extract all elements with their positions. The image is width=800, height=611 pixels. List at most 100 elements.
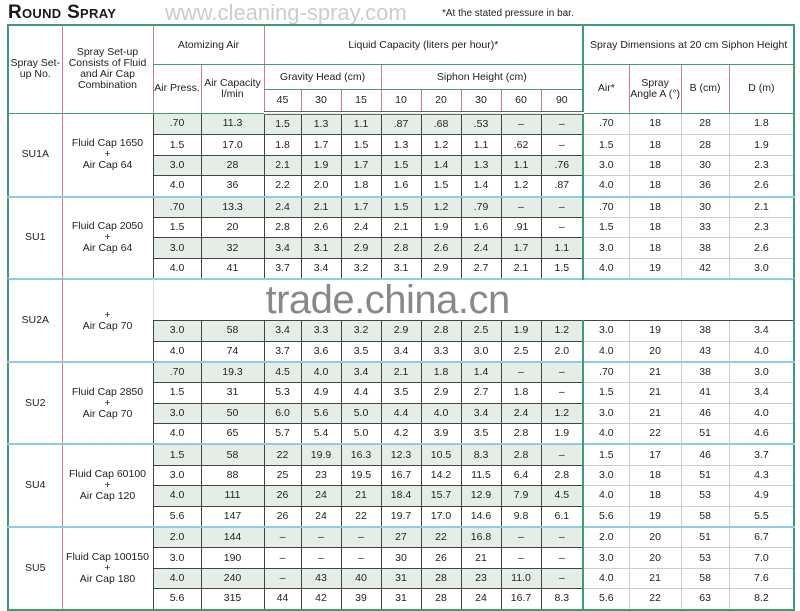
combination-line: + bbox=[104, 148, 111, 161]
data-cell: 3.7 bbox=[263, 341, 301, 363]
data-cell: – bbox=[300, 526, 341, 549]
data-cell: 1.4 bbox=[460, 175, 501, 198]
data-cell: 1.5 bbox=[582, 217, 630, 239]
data-cell: 4.0 bbox=[582, 341, 630, 363]
data-cell: 38 bbox=[680, 320, 730, 342]
data-cell: 4.0 bbox=[152, 175, 201, 198]
data-cell: 3.5 bbox=[340, 341, 381, 363]
header-setup-no: Spray Set-up No. bbox=[8, 25, 62, 114]
data-cell: 1.9 bbox=[540, 423, 584, 445]
data-cell: 4.0 bbox=[582, 568, 630, 590]
data-cell: 5.6 bbox=[582, 506, 630, 528]
data-cell: .70 bbox=[152, 195, 201, 218]
data-cell: 1.5 bbox=[152, 382, 201, 404]
data-cell: 6.0 bbox=[263, 403, 301, 425]
data-cell: 4.0 bbox=[152, 341, 201, 363]
data-cell: 26 bbox=[420, 547, 461, 569]
data-cell: 3.2 bbox=[340, 320, 381, 342]
data-cell: 3.0 bbox=[582, 547, 630, 569]
data-cell: 1.2 bbox=[500, 175, 541, 198]
data-cell: 4.0 bbox=[728, 341, 795, 363]
data-cell: 22 bbox=[340, 506, 381, 528]
data-cell: 20 bbox=[628, 341, 682, 363]
data-cell: 3.4 bbox=[263, 320, 301, 342]
data-cell: 1.7 bbox=[340, 195, 381, 218]
data-cell: .70 bbox=[582, 195, 630, 218]
page-title: Round Spray bbox=[8, 2, 117, 23]
data-cell: 5.3 bbox=[263, 382, 301, 404]
data-cell: 18 bbox=[628, 113, 682, 136]
data-cell: 18 bbox=[628, 465, 682, 487]
data-cell: 18.4 bbox=[380, 485, 421, 507]
data-cell: – bbox=[540, 382, 584, 404]
data-cell: 1.8 bbox=[340, 175, 381, 198]
data-cell: 1.5 bbox=[582, 134, 630, 156]
data-cell: 1.5 bbox=[582, 443, 630, 466]
data-cell: 1.5 bbox=[582, 382, 630, 404]
data-cell: 1.9 bbox=[420, 217, 461, 239]
data-cell: .91 bbox=[500, 217, 541, 239]
data-cell: 2.0 bbox=[582, 526, 630, 549]
data-cell: 6.1 bbox=[540, 506, 584, 528]
combination-line: Air Cap 64 bbox=[82, 159, 133, 172]
data-cell: 1.8 bbox=[500, 382, 541, 404]
data-cell: .53 bbox=[460, 113, 501, 136]
data-cell: 53 bbox=[680, 547, 730, 569]
data-cell: 17.0 bbox=[420, 506, 461, 528]
data-cell: 3.0 bbox=[582, 320, 630, 342]
data-cell: 51 bbox=[680, 423, 730, 445]
combination-line: Air Cap 70 bbox=[82, 407, 133, 420]
data-cell: 20 bbox=[200, 217, 264, 239]
data-cell: 2.9 bbox=[420, 382, 461, 404]
data-cell: 4.0 bbox=[152, 258, 201, 280]
data-cell: 4.0 bbox=[582, 258, 630, 280]
data-cell: 2.0 bbox=[152, 526, 201, 549]
data-cell: 3.7 bbox=[728, 443, 795, 466]
data-cell: 3.4 bbox=[340, 360, 381, 384]
data-cell: 18 bbox=[628, 134, 682, 156]
data-cell: 21 bbox=[628, 403, 682, 425]
data-cell: 41 bbox=[680, 382, 730, 404]
data-cell: 26 bbox=[263, 506, 301, 528]
header-gravity-15: 15 bbox=[340, 89, 381, 115]
data-cell: 5.5 bbox=[728, 506, 795, 528]
data-cell: – bbox=[540, 526, 584, 549]
data-cell: 2.4 bbox=[500, 403, 541, 425]
table-row: 3.0 28 2.1 1.9 1.7 1.5 1.4 1.3 1.1.76 3.0 18 30 2.3 bbox=[8, 155, 795, 177]
data-cell: 2.5 bbox=[500, 341, 541, 363]
data-cell: 3.4 bbox=[460, 403, 501, 425]
data-cell: 23 bbox=[460, 568, 501, 590]
data-cell: 315 bbox=[200, 588, 264, 611]
data-cell: 22 bbox=[628, 423, 682, 445]
data-cell: 14.6 bbox=[460, 506, 501, 528]
data-cell: 23 bbox=[300, 465, 341, 487]
data-cell: 2.6 bbox=[300, 217, 341, 239]
data-cell: 58 bbox=[200, 443, 264, 466]
table-row: 3.0 58 3.4 3.3 3.2 2.9 2.8 2.5 1.9 1.2 3.0 19 38 3.4 bbox=[8, 320, 795, 342]
header-air: Air* bbox=[582, 64, 630, 114]
header-d: D (m) bbox=[728, 64, 795, 114]
data-cell: 2.1 bbox=[380, 217, 421, 239]
data-cell: 4.0 bbox=[152, 423, 201, 445]
round-spray-table: Spray Set-up No. Spray Set-up Consists o… bbox=[7, 24, 796, 611]
data-cell: 4.0 bbox=[152, 568, 201, 590]
data-cell: 1.7 bbox=[500, 237, 541, 259]
data-cell: 1.3 bbox=[300, 113, 341, 136]
data-cell: 65 bbox=[200, 423, 264, 445]
table-row: SU1A Fluid Cap 1650 + Air Cap 64.70 11.3 1.5 1… bbox=[8, 113, 795, 197]
table-row: 5.6 315 44 42 39 31 28 24 16.7 8.3 5.6 22 63 8.2 bbox=[8, 588, 795, 611]
data-cell: 5.6 bbox=[300, 403, 341, 425]
data-cell: .87 bbox=[380, 113, 421, 136]
header-liquid-capacity: Liquid Capacity (liters per hour)* bbox=[263, 25, 584, 65]
table-row: 4.0 240–43 40 31 28 23 11.0–4.0 21 58 7.6 bbox=[8, 568, 795, 590]
data-cell: 3.3 bbox=[300, 320, 341, 342]
data-cell: 2.1 bbox=[263, 155, 301, 177]
combination-line: + bbox=[104, 479, 111, 492]
data-cell: 1.2 bbox=[540, 320, 584, 342]
data-cell: 1.9 bbox=[300, 155, 341, 177]
data-cell: 24 bbox=[460, 588, 501, 611]
data-cell: 21 bbox=[628, 360, 682, 384]
data-cell: 3.0 bbox=[152, 237, 201, 259]
data-cell: 19 bbox=[628, 258, 682, 280]
header-siphon-10: 10 bbox=[380, 89, 421, 115]
